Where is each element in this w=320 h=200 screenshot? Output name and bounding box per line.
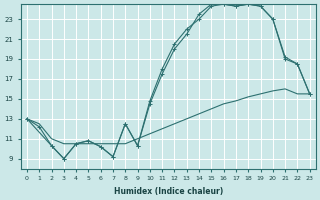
X-axis label: Humidex (Indice chaleur): Humidex (Indice chaleur) — [114, 187, 223, 196]
